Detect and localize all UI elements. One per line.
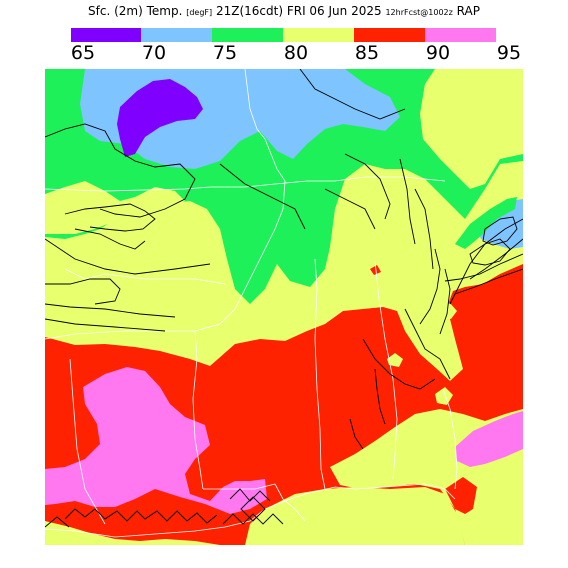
temperature-map: [45, 69, 523, 545]
legend-tick-95: 95: [496, 42, 522, 64]
legend-tick-80: 80: [283, 42, 309, 64]
zone-80-85-northeast: [420, 69, 523, 189]
state-boundaries: [45, 69, 458, 538]
zone-80-85-spot-3: [440, 303, 457, 319]
legend-bin-90-95: [425, 28, 496, 42]
legend-tick-90: 90: [425, 42, 451, 64]
zone-80-85-central-lobe: [340, 177, 410, 274]
zone-90-95-southeast: [455, 411, 523, 467]
zone-85-90-east-coast: [445, 477, 477, 514]
zone-65-70-north: [117, 79, 203, 157]
contour-lines: [45, 69, 523, 528]
legend-bin-65-70: [71, 28, 141, 42]
legend-bin-75-80: [212, 28, 283, 42]
legend-bin-80-85: [283, 28, 354, 42]
legend-tick-75: 75: [212, 42, 238, 64]
legend-tick-70: 70: [141, 42, 167, 64]
zone-90-95-west: [45, 367, 267, 514]
zone-80-85-southwest-coast: [45, 521, 220, 545]
zone-75-80-northeast-ring: [455, 197, 517, 249]
legend-bin-70-75: [141, 28, 212, 42]
legend-tick-85: 85: [354, 42, 380, 64]
color-legend: 65 70 75 80 85 90 95: [0, 0, 568, 70]
map-title: Sfc. (2m) Temp. [degF] 21Z(16cdt) FRI 06…: [0, 4, 568, 18]
zone-80-85-spot-1: [387, 353, 403, 367]
title-time: 21Z(16cdt) FRI 06 Jun 2025: [215, 4, 382, 18]
title-units: [degF]: [186, 8, 213, 17]
zone-80-85-gulf-coast: [245, 487, 465, 545]
zone-80-85-spot-2: [435, 387, 453, 405]
title-model: RAP: [456, 4, 480, 18]
legend-bin-85-90: [354, 28, 425, 42]
zone-80-85-west-lobe: [45, 181, 185, 234]
title-run: 12hrFcst@1002z: [385, 8, 453, 17]
title-main: Sfc. (2m) Temp.: [88, 4, 183, 18]
zone-85-90-spot: [370, 265, 381, 275]
legend-tick-65: 65: [70, 42, 96, 64]
